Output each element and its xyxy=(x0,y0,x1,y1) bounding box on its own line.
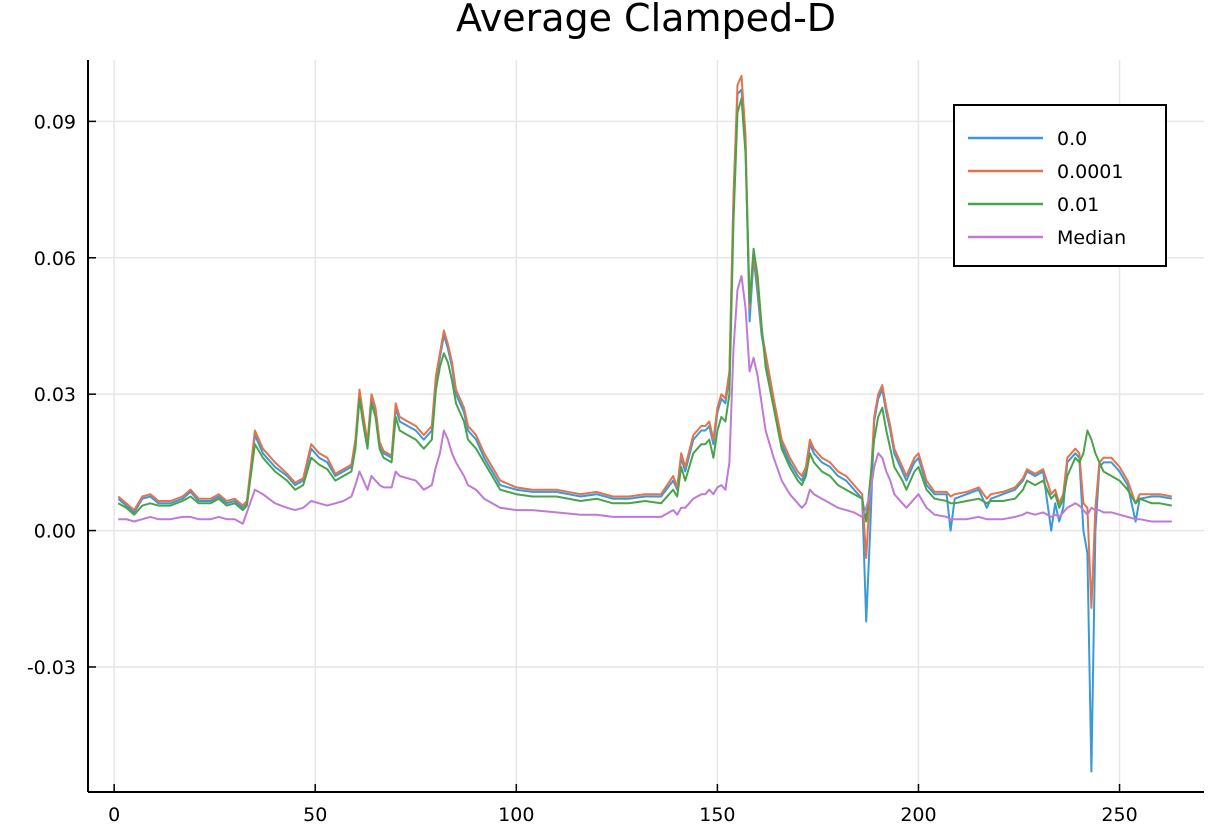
series-line-0-0 xyxy=(117,88,1172,773)
x-tick-label: 100 xyxy=(498,804,534,826)
legend-label: 0.01 xyxy=(1057,194,1099,216)
tick-labels: 0 50 100 150 200 250 -0.03 0.00 0.03 0.06 0.09 xyxy=(27,111,1138,826)
x-tick-label: 200 xyxy=(900,804,936,826)
x-tick-label: 150 xyxy=(699,804,735,826)
axes xyxy=(87,60,1204,793)
series-lines xyxy=(117,74,1172,773)
y-tick-label: 0.09 xyxy=(34,111,76,133)
series-line-median xyxy=(118,275,1172,525)
x-tick-label: 250 xyxy=(1101,804,1137,826)
legend: 0.0 0.0001 0.01 Median xyxy=(953,104,1167,267)
y-tick-label: 0.06 xyxy=(34,248,76,270)
legend-label: Median xyxy=(1057,227,1126,249)
legend-label: 0.0001 xyxy=(1057,161,1123,183)
y-tick-label: 0.00 xyxy=(34,521,76,543)
x-tick-label: 0 xyxy=(108,804,120,826)
series-line-0-01 xyxy=(117,97,1172,523)
legend-entries: 0.0 0.0001 0.01 Median xyxy=(968,128,1126,249)
y-tick-label: -0.03 xyxy=(27,657,76,679)
y-tick-label: 0.03 xyxy=(34,384,76,406)
series-line-0-0001 xyxy=(117,74,1172,609)
legend-box xyxy=(953,104,1167,267)
x-tick-label: 50 xyxy=(303,804,327,826)
chart-title: Average Clamped-D xyxy=(456,0,836,40)
legend-label: 0.0 xyxy=(1057,128,1087,150)
